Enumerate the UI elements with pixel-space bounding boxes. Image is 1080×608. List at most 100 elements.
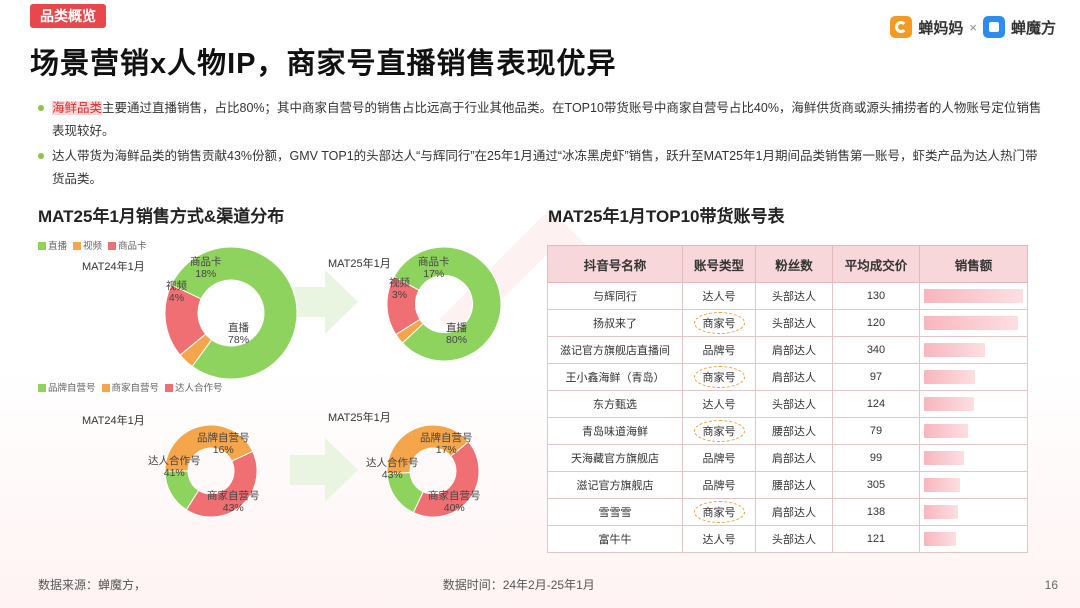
bullet-highlight: 海鲜品类 — [52, 101, 103, 115]
page-number: 16 — [1044, 578, 1058, 592]
bullet-item: 达人带货为海鲜品类的销售贡献43%份额，GMV TOP1的头部达人“与辉同行”在… — [38, 145, 1048, 191]
fans-cell: 肩部达人 — [755, 336, 833, 364]
donut-slice — [164, 284, 207, 356]
donut-chart — [386, 246, 502, 362]
pie-period-label: MAT25年1月 — [328, 258, 391, 270]
avg-price-cell: 121 — [832, 525, 920, 553]
donut-slice — [164, 424, 254, 472]
table-row: 雪雪雪 商家号 肩部达人 138 — [547, 498, 1028, 526]
donut-chart — [386, 424, 480, 518]
fans-cell: 头部达人 — [755, 282, 833, 310]
donut-slice — [386, 424, 470, 475]
pie-data-label: 商家自营号 40% — [428, 490, 481, 514]
account-type-cell: 商家号 — [682, 498, 756, 526]
circled-highlight: 商家号 — [693, 366, 745, 388]
table-row: 滋记官方旗舰店直播间 品牌号 肩部达人 340 — [547, 336, 1028, 364]
table-row: 扬叔来了 商家号 头部达人 120 — [547, 309, 1028, 337]
pie-data-label: 品牌自营号 16% — [197, 432, 250, 456]
right-section-title: MAT25年1月TOP10带货账号表 — [548, 207, 785, 226]
fans-cell: 头部达人 — [755, 309, 833, 337]
account-name-cell: 东方甄选 — [547, 390, 683, 418]
bullet-item: 海鲜品类主要通过直播销售，占比80%；其中商家自营号的销售占比远高于行业其他品类… — [38, 97, 1048, 143]
bullet-text: 主要通过直播销售，占比80%；其中商家自营号的销售占比远高于行业其他品类。在TO… — [52, 101, 1042, 138]
footer-source-text: 数据来源：蝉魔方， — [38, 578, 147, 592]
donut-chart — [164, 424, 258, 518]
avg-price-cell: 124 — [832, 390, 920, 418]
circled-highlight: 商家号 — [693, 312, 745, 334]
table-row: 富牛牛 达人号 头部达人 121 — [547, 525, 1028, 553]
sales-bar-cell — [919, 363, 1028, 391]
sales-bar — [924, 316, 1019, 330]
fans-cell: 头部达人 — [755, 390, 833, 418]
column-header: 账号类型 — [682, 245, 756, 283]
pie-period-label: MAT25年1月 — [328, 412, 391, 424]
sales-bar-cell — [919, 336, 1028, 364]
sales-bar — [924, 505, 958, 519]
account-type-cell: 品牌号 — [682, 444, 756, 472]
legend-item: 品牌自营号 — [38, 380, 96, 394]
brand-logos: 蝉妈妈 × 蝉魔方 — [890, 16, 1056, 38]
donut-chart — [164, 246, 298, 380]
pie-period-label: MAT24年1月 — [82, 415, 145, 427]
sales-bar-cell — [919, 444, 1028, 472]
account-name-cell: 雪雪雪 — [547, 498, 683, 526]
column-header: 销售额 — [919, 245, 1028, 283]
account-type-cell: 商家号 — [682, 363, 756, 391]
table-row: 天海藏官方旗舰店 品牌号 肩部达人 99 — [547, 444, 1028, 472]
sales-bar-cell — [919, 309, 1028, 337]
avg-price-cell: 120 — [832, 309, 920, 337]
legend-item: 达人合作号 — [165, 380, 223, 394]
sales-bar-cell — [919, 471, 1028, 499]
account-name-cell: 滋记官方旗舰店直播间 — [547, 336, 683, 364]
avg-price-cell: 97 — [832, 363, 920, 391]
account-type-cell: 达人号 — [682, 282, 756, 310]
pie-data-label: 达人合作号 41% — [148, 455, 201, 479]
account-name-cell: 王小鑫海鲜（青岛） — [547, 363, 683, 391]
sales-bar — [924, 343, 986, 357]
account-name-cell: 与辉同行 — [547, 282, 683, 310]
fans-cell: 肩部达人 — [755, 444, 833, 472]
brand-b-name: 蝉魔方 — [1010, 19, 1056, 37]
account-name-cell: 滋记官方旗舰店 — [547, 471, 683, 499]
chanmama-logo-icon — [890, 16, 913, 38]
sales-bar-cell — [919, 498, 1028, 526]
avg-price-cell: 130 — [832, 282, 920, 310]
avg-price-cell: 99 — [832, 444, 920, 472]
donut-slice — [393, 246, 502, 362]
pie-data-label: 视频 3% — [389, 277, 410, 301]
account-type-cell: 品牌号 — [682, 471, 756, 499]
sales-bar — [924, 451, 964, 465]
sales-bar-cell — [919, 525, 1028, 553]
account-type-cell: 商家号 — [682, 417, 756, 445]
legend-item: 商品卡 — [108, 238, 147, 252]
table-row: 与辉同行 达人号 头部达人 130 — [547, 282, 1028, 310]
sales-bar — [924, 289, 1023, 303]
footer-source: 数据来源：蝉魔方， 数据时间：24年2月-25年1月 — [38, 576, 595, 593]
fans-cell: 头部达人 — [755, 525, 833, 553]
pie-data-label: 商家自营号 43% — [207, 490, 260, 514]
account-type-cell: 达人号 — [682, 525, 756, 553]
pie-period-label: MAT24年1月 — [82, 261, 145, 273]
arrow-icon — [290, 270, 358, 334]
column-header: 平均成交价 — [832, 245, 920, 283]
sales-bar-cell — [919, 390, 1028, 418]
column-header: 抖音号名称 — [547, 245, 683, 283]
column-header: 粉丝数 — [755, 245, 833, 283]
fans-cell: 腰部达人 — [755, 417, 833, 445]
account-type-cell: 品牌号 — [682, 336, 756, 364]
pie-data-label: 直播 80% — [446, 322, 468, 346]
sales-bar — [924, 532, 956, 546]
table-row: 王小鑫海鲜（青岛） 商家号 肩部达人 97 — [547, 363, 1028, 391]
donut-slice — [170, 246, 298, 380]
fans-cell: 肩部达人 — [755, 498, 833, 526]
legend-item: 视频 — [73, 238, 102, 252]
sales-bar — [924, 397, 974, 411]
legend-sales-method: 直播 视频 商品卡 — [38, 238, 147, 252]
account-name-cell: 扬叔来了 — [547, 309, 683, 337]
circled-highlight: 商家号 — [693, 420, 745, 442]
pie-data-label: 商品卡 17% — [418, 256, 450, 280]
sales-bar — [924, 424, 968, 438]
top10-account-table: 抖音号名称 账号类型 粉丝数 平均成交价 销售额 与辉同行 达人号 头部达人 130 扬… — [547, 245, 1028, 553]
brand-a-name: 蝉妈妈 — [918, 19, 964, 37]
chanmofang-logo-icon — [982, 16, 1005, 38]
